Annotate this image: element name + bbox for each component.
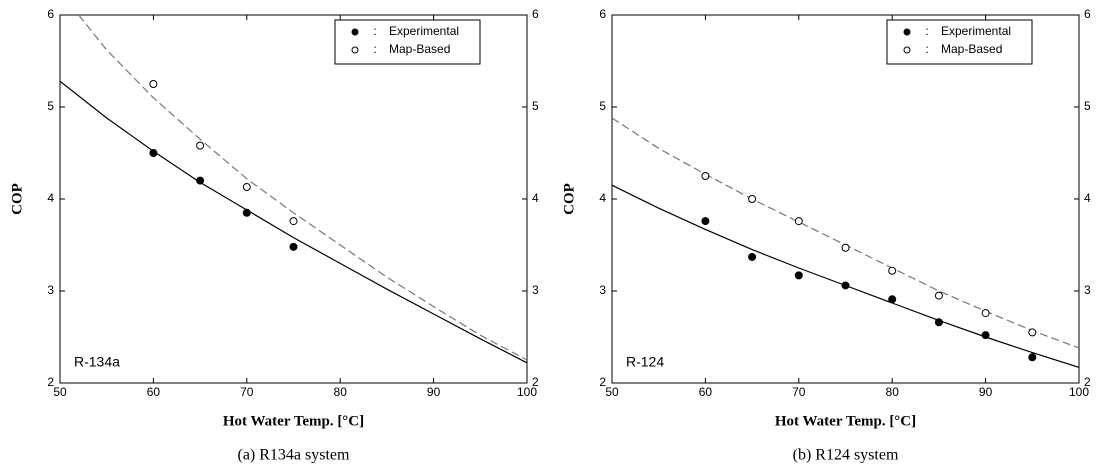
- legend-marker: [351, 28, 359, 36]
- x-tick-label: 50: [53, 385, 67, 399]
- y2-tick-label: 4: [532, 191, 539, 205]
- y-tick-label: 6: [599, 7, 606, 21]
- plot-frame: [59, 14, 528, 384]
- y2-tick-label: 3: [532, 283, 539, 297]
- y-tick-label: 4: [599, 191, 606, 205]
- data-point: [794, 217, 803, 226]
- fit-line: [78, 15, 527, 361]
- y2-tick-label: 4: [1084, 191, 1091, 205]
- y2-tick-label: 2: [1084, 375, 1091, 389]
- annotation: R-134a: [74, 354, 120, 370]
- y2-tick-label: 5: [1084, 99, 1091, 113]
- y-tick-label: 5: [47, 99, 54, 113]
- x-tick-label: 70: [792, 385, 806, 399]
- y-axis-title: COP: [9, 183, 25, 215]
- y-tick-label: 3: [47, 283, 54, 297]
- data-point: [149, 80, 158, 88]
- y2-tick-label: 6: [532, 7, 539, 21]
- data-point: [242, 208, 251, 217]
- legend-separator: :: [925, 42, 928, 56]
- x-tick-label: 80: [886, 385, 900, 399]
- x-axis-title: Hot Water Temp. [°C]: [223, 413, 364, 429]
- x-tick-label: 100: [1069, 385, 1089, 399]
- data-point: [242, 183, 251, 192]
- data-point: [841, 281, 850, 290]
- legend-box: [334, 19, 481, 65]
- legend-label: Experimental: [389, 24, 459, 38]
- y-tick-label: 2: [47, 375, 54, 389]
- x-tick-label: 60: [699, 385, 713, 399]
- data-point: [196, 176, 205, 185]
- data-point: [841, 243, 850, 252]
- data-point: [701, 172, 710, 180]
- legend-separator: :: [373, 24, 376, 38]
- legend-label: Map-Based: [389, 42, 450, 56]
- y2-tick-label: 5: [532, 99, 539, 113]
- y-tick-label: 3: [599, 283, 606, 297]
- y-tick-label: 6: [47, 7, 54, 21]
- y2-tick-label: 3: [1084, 283, 1091, 297]
- data-point: [289, 217, 298, 226]
- legend-separator: :: [925, 24, 928, 38]
- annotation: R-124: [626, 354, 664, 370]
- caption: (b) R124 system: [793, 447, 899, 464]
- data-point: [748, 252, 757, 261]
- data-point: [1028, 353, 1037, 362]
- data-point: [794, 271, 803, 280]
- fit-line: [612, 184, 1079, 368]
- x-tick-label: 90: [979, 385, 993, 399]
- data-point: [196, 141, 205, 150]
- fit-line: [60, 80, 527, 364]
- x-tick-label: 80: [334, 385, 348, 399]
- data-point: [981, 309, 990, 318]
- x-tick-label: 50: [605, 385, 619, 399]
- y-axis-title: COP: [561, 183, 577, 215]
- x-tick-label: 60: [147, 385, 161, 399]
- data-point: [1028, 328, 1037, 337]
- plot-frame: [611, 14, 1080, 384]
- legend-marker: [903, 46, 911, 54]
- data-point: [149, 149, 158, 157]
- x-tick-label: 70: [240, 385, 254, 399]
- fit-line: [612, 117, 1079, 349]
- y-tick-label: 5: [599, 99, 606, 113]
- legend-separator: :: [373, 42, 376, 56]
- legend-label: Experimental: [941, 24, 1011, 38]
- x-tick-label: 90: [427, 385, 441, 399]
- y2-tick-label: 6: [1084, 7, 1091, 21]
- data-point: [701, 217, 710, 226]
- y2-tick-label: 2: [532, 375, 539, 389]
- data-point: [748, 195, 757, 203]
- data-point: [888, 295, 897, 304]
- y-tick-label: 2: [599, 375, 606, 389]
- data-point: [888, 266, 897, 275]
- caption: (a) R134a system: [238, 447, 351, 464]
- legend-box: [886, 19, 1033, 65]
- legend-marker: [903, 28, 911, 36]
- x-tick-label: 100: [517, 385, 537, 399]
- data-point: [981, 331, 990, 340]
- data-point: [289, 242, 298, 251]
- legend-label: Map-Based: [941, 42, 1002, 56]
- data-point: [934, 291, 943, 300]
- legend-marker: [351, 46, 359, 54]
- x-axis-title: Hot Water Temp. [°C]: [775, 413, 916, 429]
- data-point: [934, 318, 943, 327]
- y-tick-label: 4: [47, 191, 54, 205]
